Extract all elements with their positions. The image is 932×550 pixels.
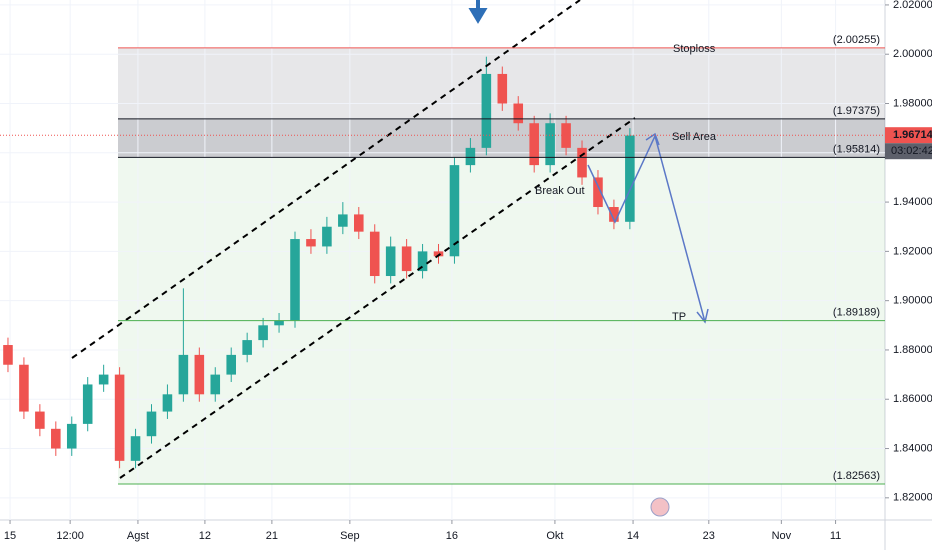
candle-body <box>417 251 428 272</box>
x-tick-label: 16 <box>446 530 458 542</box>
candle-body <box>194 354 205 395</box>
candle-body <box>354 214 364 232</box>
candle-body <box>19 364 29 412</box>
level-label: (1.89189) <box>833 307 880 319</box>
y-tick-label: 1.94000 <box>893 196 932 208</box>
candle-body <box>497 73 508 104</box>
level-label: (1.97375) <box>833 105 880 117</box>
candle-body <box>114 374 125 461</box>
x-tick-label: 12:00 <box>56 530 84 542</box>
marker-arrow <box>468 0 488 24</box>
channel-lower <box>119 117 636 479</box>
candle-body <box>625 135 635 222</box>
candle-body <box>130 436 141 461</box>
candle-body <box>258 325 268 341</box>
countdown-box <box>885 143 932 160</box>
x-tick-label: 14 <box>627 530 639 542</box>
candle-body <box>274 320 284 326</box>
candle-body <box>290 239 300 321</box>
candle-body <box>433 251 444 257</box>
candle-body <box>338 214 348 227</box>
candle-body <box>529 123 539 166</box>
level-label: (1.82563) <box>833 470 880 482</box>
y-tick-label: 1.86000 <box>893 393 932 405</box>
candle-body <box>51 428 61 449</box>
y-tick-label: 2.00000 <box>893 48 932 60</box>
candle-body <box>401 246 412 272</box>
candle-body <box>66 423 77 449</box>
projection-arrowheads <box>645 132 709 324</box>
candle-body <box>98 374 109 385</box>
candle-body <box>162 394 173 412</box>
y-tick-label: 1.88000 <box>893 344 932 356</box>
x-tick-label: Agst <box>127 530 149 542</box>
x-tick-label: 11 <box>830 530 841 542</box>
candle-body <box>449 165 460 257</box>
candle-body <box>210 374 221 395</box>
last-price-box <box>885 127 932 144</box>
candle-body <box>369 231 380 277</box>
x-tick-label: Okt <box>546 530 563 542</box>
countdown-label: 03:02:42 <box>891 145 932 157</box>
y-tick-label: 1.98000 <box>893 97 932 109</box>
candle-body <box>35 411 45 429</box>
x-tick-label: 21 <box>266 530 278 542</box>
candle-body <box>593 177 603 208</box>
candle-body <box>561 123 571 148</box>
sell-zone <box>118 118 885 158</box>
candle-body <box>146 411 157 437</box>
annotation: TP <box>672 311 686 323</box>
candle-body <box>242 340 252 355</box>
candle-body <box>577 147 587 178</box>
channel-upper <box>71 0 581 359</box>
x-tick-label: 15 <box>4 530 16 542</box>
y-tick-label: 1.90000 <box>893 295 932 307</box>
last-price-label: 1.96714 <box>893 129 932 141</box>
y-tick-label: 2.02000 <box>893 0 932 11</box>
candle-body <box>322 226 332 247</box>
annotation: Stoploss <box>673 43 716 55</box>
candle-body <box>178 354 189 395</box>
event-icon <box>650 497 670 517</box>
y-tick-label: 1.82000 <box>893 492 932 504</box>
annotation: Break Out <box>535 185 585 197</box>
candle-body <box>385 246 396 277</box>
y-tick-label: 1.92000 <box>893 245 932 257</box>
candle-body <box>226 354 236 375</box>
candle-body <box>513 103 524 124</box>
x-tick-label: 23 <box>703 530 715 542</box>
level-label: (2.00255) <box>833 34 880 46</box>
candle-body <box>481 73 492 148</box>
candle-body <box>3 345 13 365</box>
annotation: Sell Area <box>672 131 717 143</box>
projection-path <box>587 133 706 323</box>
y-tick-label: 1.84000 <box>893 442 932 454</box>
candle-body <box>306 239 316 247</box>
x-tick-label: 12 <box>199 530 211 542</box>
candle-body <box>609 207 619 222</box>
candle-body <box>82 384 93 424</box>
level-label: (1.95814) <box>833 143 880 155</box>
candle-body <box>465 147 476 166</box>
x-tick-label: Sep <box>340 530 360 542</box>
x-tick-label: Nov <box>772 530 792 542</box>
candle-body <box>545 123 555 166</box>
